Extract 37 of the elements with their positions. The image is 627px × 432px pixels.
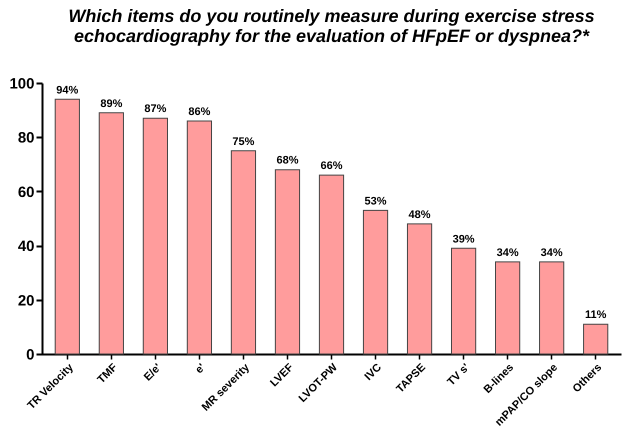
bar (495, 261, 520, 354)
bar (318, 174, 344, 354)
data-label: 53% (364, 195, 387, 208)
data-label: 66% (320, 160, 343, 172)
bar (54, 98, 80, 354)
x-tick-label: IVC (362, 361, 384, 383)
x-tick-label: e' (193, 361, 208, 376)
bar (539, 261, 564, 354)
data-label: 11% (584, 309, 607, 322)
y-tick-label: 80 (18, 130, 34, 147)
y-tick-label: 100 (9, 76, 34, 92)
bar (274, 169, 300, 354)
bar (583, 324, 608, 354)
data-label: 34% (496, 246, 519, 259)
data-label: 39% (452, 233, 475, 246)
bar (450, 248, 476, 354)
bar (406, 223, 432, 354)
y-tick-label: 60 (18, 184, 34, 201)
y-tick-label: 40 (18, 238, 34, 256)
bar (362, 210, 388, 354)
data-label: 89% (100, 98, 123, 110)
bar (142, 118, 168, 354)
data-label: 48% (408, 208, 431, 221)
data-label: 87% (144, 103, 167, 116)
data-label: 34% (540, 246, 563, 259)
y-tick-label: 20 (18, 292, 34, 310)
data-label: 86% (188, 106, 211, 118)
bar (98, 112, 124, 354)
bar (186, 120, 212, 354)
x-tick-label: E/e' (142, 361, 164, 384)
chart-title: Which items do you routinely measure during exercise stress echocardiography for the evaluation of HFpEF or dyspnea?* (68, 6, 595, 46)
bar (230, 150, 256, 354)
data-label: 75% (232, 136, 255, 148)
data-label: 68% (276, 154, 299, 167)
data-label: 94% (56, 84, 79, 96)
x-tick-label: TV s' (445, 361, 472, 388)
y-tick-label: 0 (26, 346, 34, 364)
